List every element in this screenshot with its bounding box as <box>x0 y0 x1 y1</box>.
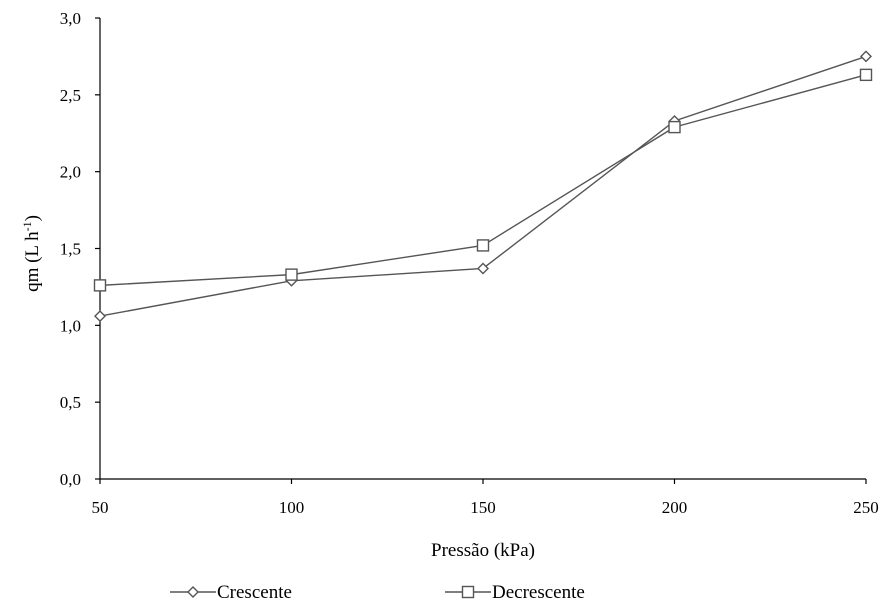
legend-marker-diamond <box>187 586 199 598</box>
y-tick-label: 1,0 <box>60 316 81 335</box>
chart-legend: Crescente Decrescente <box>170 582 585 603</box>
data-point-diamond <box>94 310 106 323</box>
x-tick-label: 250 <box>853 498 879 517</box>
legend-label: Crescente <box>217 582 292 603</box>
data-point-square <box>285 268 298 281</box>
y-axis-title-main: qm (L h <box>22 231 43 292</box>
legend-marker-square <box>461 585 475 599</box>
x-axis-title: Pressão (kPa) <box>431 540 535 561</box>
x-tick-label: 200 <box>662 498 688 517</box>
x-tick-label: 150 <box>470 498 496 517</box>
legend-label: Decrescente <box>492 582 585 603</box>
legend-item-crescente: Crescente <box>170 582 292 603</box>
y-tick-label: 1,5 <box>60 240 81 259</box>
series-decrescente <box>93 68 873 292</box>
series-crescente <box>94 50 872 323</box>
data-point-square <box>93 279 107 292</box>
y-axis-title-superscript: -1 <box>20 221 34 231</box>
y-axis-title-close: ) <box>22 215 43 221</box>
y-tick-label: 0,0 <box>60 470 81 489</box>
series-line <box>99 74 867 287</box>
x-axis-ticks: 50 100 150 200 250 <box>92 479 879 517</box>
data-point-square <box>859 68 873 82</box>
y-tick-label: 2,5 <box>60 86 81 105</box>
data-point-square <box>668 120 681 134</box>
legend-item-decrescente: Decrescente <box>445 582 585 603</box>
x-tick-label: 100 <box>279 498 305 517</box>
data-point-diamond <box>477 262 489 275</box>
series-layer <box>93 50 873 323</box>
y-tick-label: 0,5 <box>60 393 81 412</box>
y-axis-title: qm (L h-1) <box>20 215 43 292</box>
y-axis-ticks: 0,0 0,5 1,0 1,5 2,0 2,5 3,0 <box>60 9 100 489</box>
data-point-diamond <box>860 50 872 63</box>
series-line <box>99 55 867 317</box>
y-tick-label: 3,0 <box>60 9 81 28</box>
y-tick-label: 2,0 <box>60 163 81 182</box>
data-point-square <box>476 239 490 252</box>
x-tick-label: 50 <box>92 498 109 517</box>
